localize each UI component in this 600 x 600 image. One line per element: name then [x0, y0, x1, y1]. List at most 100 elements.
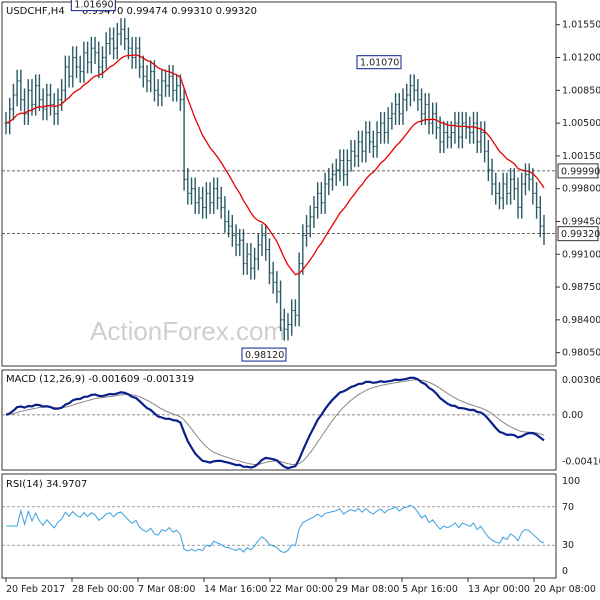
price-bar	[290, 299, 294, 336]
price-bar	[505, 172, 509, 205]
swing-label-box	[241, 347, 287, 362]
x-tick-label: 20 Feb 2017	[6, 584, 65, 595]
price-bar	[367, 121, 372, 154]
price-bar	[330, 163, 335, 191]
price-bar	[271, 261, 275, 294]
price-bar	[230, 214, 234, 247]
chart-title-ohlc: 0.99470 0.99474 0.99310 0.99320	[82, 6, 257, 17]
price-bar	[15, 69, 19, 107]
price-bar	[212, 177, 216, 214]
price-bar	[71, 46, 75, 88]
price-bar	[26, 79, 30, 125]
price-bar	[512, 168, 516, 200]
price-bar	[163, 69, 168, 97]
price-bar	[115, 22, 119, 60]
price-bar	[137, 36, 142, 79]
rsi-line	[6, 504, 545, 554]
chart-title-symbol: USDCHF,H4	[6, 6, 65, 17]
price-bar	[59, 79, 64, 111]
price-bar	[149, 60, 153, 93]
macd-panel	[1, 369, 557, 471]
price-bar	[241, 228, 246, 275]
rsi-title: RSI(14) 34.9707	[6, 479, 87, 490]
price-bar	[405, 83, 409, 111]
price-bar	[431, 102, 435, 135]
x-tick-label: 14 Mar 16:00	[204, 584, 267, 595]
macd-title: MACD (12,26,9) -0.001609 -0.001319	[6, 374, 194, 385]
price-bar	[390, 102, 394, 130]
price-ytick-label: 0.99450	[562, 216, 600, 227]
level-tag	[557, 226, 599, 242]
price-bar	[200, 186, 205, 219]
price-bar	[215, 177, 220, 210]
price-bar	[186, 168, 190, 205]
price-bar	[416, 79, 420, 111]
price-bar	[338, 149, 342, 182]
price-bar	[445, 121, 450, 149]
price-ytick-label: 1.01550	[562, 20, 600, 31]
price-bar	[345, 149, 350, 186]
price-bar	[82, 41, 86, 83]
price-bar	[93, 36, 97, 65]
x-tick-label: 5 Apr 16:00	[402, 584, 458, 595]
price-bar	[312, 196, 316, 229]
rsi-ytick-label: 100	[562, 476, 580, 487]
price-bar	[252, 247, 257, 280]
price-bar	[130, 36, 134, 69]
price-bar	[97, 41, 101, 79]
price-bar	[371, 130, 375, 158]
rsi-ytick-label: 30	[562, 540, 574, 551]
price-bar	[41, 88, 45, 121]
price-bar	[316, 182, 320, 219]
x-tick-label: 13 Apr 00:00	[468, 584, 530, 595]
price-bar	[85, 41, 90, 74]
price-bar	[490, 158, 494, 196]
price-bar	[375, 121, 379, 158]
price-bar	[171, 65, 175, 102]
x-tick-label: 28 Feb 00:00	[72, 584, 134, 595]
price-bar	[204, 182, 209, 219]
price-bar	[460, 111, 465, 149]
price-bar	[301, 224, 305, 275]
rsi-ytick-label: 0	[562, 566, 568, 577]
price-ytick-label: 0.98750	[562, 282, 600, 293]
price-bar	[486, 139, 491, 182]
price-bar	[67, 55, 71, 88]
price-bar	[34, 74, 38, 116]
price-bar	[219, 186, 223, 219]
price-bar	[37, 74, 42, 111]
price-bar	[508, 168, 513, 205]
swing-label-box	[356, 55, 402, 70]
price-bar	[264, 224, 268, 261]
level-tag-label: 0.99990	[561, 166, 600, 177]
swing-label: 1.01690	[74, 0, 113, 11]
price-bar	[379, 111, 383, 144]
price-bar	[11, 83, 16, 121]
price-bar	[245, 243, 249, 275]
price-bar	[175, 74, 179, 102]
price-bar	[197, 186, 201, 214]
macd-ytick-label: 0.00	[562, 410, 583, 421]
rsi-panel	[1, 473, 557, 579]
moving-average-line	[5, 54, 545, 276]
price-bar	[260, 224, 264, 257]
level-tag-label: 0.99320	[561, 229, 600, 240]
price-bar	[523, 163, 528, 196]
price-bar	[178, 74, 183, 111]
price-bar	[494, 172, 498, 205]
price-bar	[408, 74, 413, 107]
macd-signal-line	[5, 379, 545, 466]
price-bar	[275, 271, 279, 303]
price-bar	[48, 83, 53, 116]
macd-ytick-label: -0.004104	[562, 457, 600, 468]
x-tick-label: 29 Mar 08:00	[336, 584, 399, 595]
price-bar	[208, 182, 212, 214]
price-bar	[189, 177, 194, 205]
price-bar	[297, 252, 301, 327]
price-ytick-label: 0.99100	[562, 249, 600, 260]
price-bar	[111, 27, 116, 60]
level-tag	[557, 163, 599, 179]
price-bar	[193, 177, 197, 214]
price-bar	[19, 69, 23, 111]
